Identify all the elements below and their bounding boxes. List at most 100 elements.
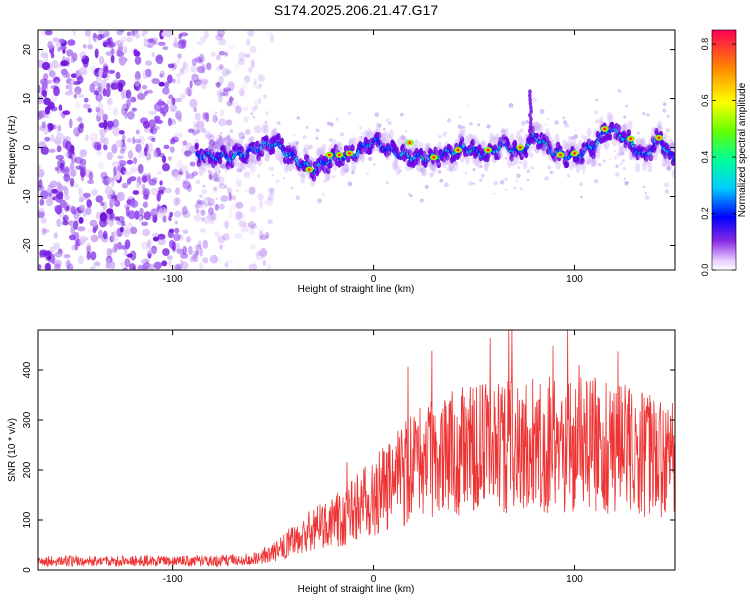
heatmap-cell [214, 116, 217, 120]
heatmap-noise-cell [174, 242, 181, 252]
heatmap-noise-cell [87, 228, 93, 233]
heatmap-noise-cell [38, 141, 47, 151]
heatmap-cell [264, 121, 268, 124]
heatmap-cell [199, 194, 203, 199]
heatmap-noise-cell [81, 236, 89, 241]
heatmap-cell [483, 161, 489, 172]
heatmap-cell [519, 153, 524, 161]
heatmap-noise-cell [218, 135, 223, 146]
heatmap-noise-cell [167, 63, 175, 69]
snr-y-tick-label: 400 [22, 361, 33, 378]
heatmap-noise-cell [157, 233, 166, 240]
colorbar-tick-label: 0.4 [700, 151, 710, 164]
heatmap-cell [199, 159, 204, 163]
heatmap-cell [562, 116, 566, 120]
heatmap-noise-cell [196, 200, 205, 205]
heatmap-cell [233, 150, 237, 154]
heatmap-noise-cell [249, 205, 257, 213]
heatmap-cell [209, 173, 213, 178]
heatmap-cell [615, 172, 620, 177]
heatmap-cell [446, 155, 452, 166]
heatmap-noise-cell [149, 37, 159, 44]
heatmap-noise-cell [120, 261, 125, 267]
heatmap-noise-cell [97, 93, 102, 104]
heatmap-cell [431, 173, 434, 175]
heatmap-cell [513, 187, 516, 190]
heatmap-cell [648, 154, 654, 162]
heatmap-cell [512, 150, 517, 156]
heatmap-noise-cell [214, 203, 219, 211]
heatmap-noise-cell [41, 61, 51, 71]
heatmap-noise-cell [112, 126, 121, 137]
heatmap-cell [517, 166, 521, 170]
heatmap-noise-cell [141, 188, 147, 196]
heatmap-noise-cell [262, 94, 268, 99]
heatmap-cell [328, 161, 333, 169]
heatmap-noise-cell [162, 163, 170, 172]
heatmap-cell [478, 177, 483, 183]
heatmap-cell [662, 163, 665, 166]
heatmap-noise-cell [41, 121, 46, 129]
heatmap-noise-cell [161, 155, 167, 164]
heatmap-noise-cell [218, 118, 227, 127]
heatmap-noise-cell [219, 92, 226, 97]
heatmap-cell [555, 159, 561, 170]
heatmap-cell [436, 162, 440, 166]
heatmap-cell [459, 152, 465, 163]
heatmap-noise-cell [98, 68, 103, 78]
heatmap-noise-cell [89, 219, 98, 227]
heatmap-noise-cell [151, 187, 158, 196]
heatmap-cell [385, 118, 390, 122]
heatmap-cell [522, 159, 528, 170]
heatmap-noise-cell [238, 88, 245, 96]
heatmap-noise-cell [54, 251, 63, 258]
heatmap-noise-cell [69, 118, 73, 129]
heatmap-noise-cell [187, 128, 195, 133]
heatmap-cell [244, 143, 250, 149]
heatmap-noise-cell [202, 199, 208, 206]
heatmap-noise-cell [163, 103, 169, 114]
heatmap-noise-cell [167, 117, 172, 127]
heatmap-frame [37, 29, 676, 271]
heatmap-cell [462, 143, 466, 147]
heatmap-noise-cell [234, 233, 243, 240]
heatmap-noise-cell [141, 175, 148, 184]
heatmap-noise-cell [147, 247, 152, 255]
heatmap-cell [245, 152, 250, 160]
heatmap-cell [529, 104, 533, 110]
heatmap-noise-cell [189, 161, 196, 167]
heatmap-noise-cell [258, 97, 262, 105]
heatmap-noise-cell [158, 186, 166, 192]
heatmap-noise-cell [260, 234, 268, 241]
heatmap-noise-cell [112, 107, 119, 116]
heatmap-cell [459, 115, 462, 119]
heatmap-cell [257, 174, 260, 178]
heatmap-cell [645, 144, 651, 150]
heatmap-cell [399, 169, 402, 173]
heatmap-cell [327, 153, 331, 157]
heatmap-noise-cell [135, 143, 142, 153]
heatmap-cell [393, 158, 399, 169]
heatmap-cell [624, 180, 629, 186]
heatmap-cell [305, 154, 310, 163]
heatmap-cell [292, 134, 295, 137]
heatmap-cell [263, 123, 269, 134]
heatmap-noise-cell [199, 53, 205, 63]
heatmap-cell [386, 133, 392, 144]
heatmap-noise-cell [103, 72, 110, 81]
heatmap-y-axis-label: Frequency (Hz) [7, 116, 18, 185]
heatmap-noise-cell [106, 97, 113, 106]
heatmap-noise-cell [50, 133, 55, 143]
heatmap-noise-cell [203, 216, 211, 224]
heatmap-cell [519, 128, 524, 133]
snr-x-tick-label: 100 [566, 574, 583, 585]
heatmap-noise-cell [126, 31, 132, 37]
heatmap-noise-cell [245, 129, 251, 135]
heatmap-cell [473, 156, 479, 167]
heatmap-noise-cell [93, 261, 97, 270]
heatmap-cell [518, 135, 524, 146]
heatmap-noise-cell [68, 220, 75, 227]
heatmap-noise-cell [145, 143, 149, 153]
heatmap-cell [528, 112, 532, 118]
heatmap-cell [510, 156, 516, 167]
